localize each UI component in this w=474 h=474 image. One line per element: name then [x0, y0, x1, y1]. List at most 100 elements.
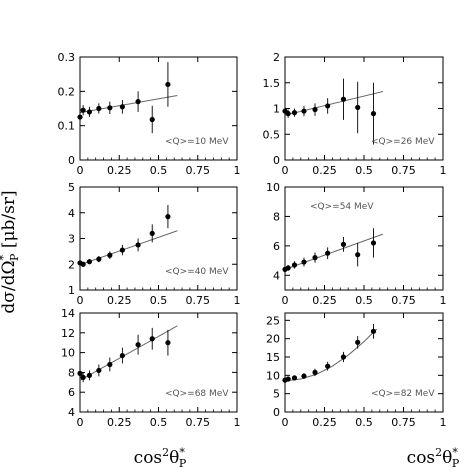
- y-tick-label: 8: [273, 210, 280, 223]
- data-point: [340, 96, 347, 102]
- x-tick-label: 0.5: [355, 294, 373, 307]
- x-tick-label: 1: [440, 164, 447, 177]
- y-tick-label: 8: [68, 366, 75, 379]
- x-tick-label: 0.25: [107, 164, 132, 177]
- y-tick-label: 6: [68, 386, 75, 399]
- energy-annotation: <Q>=26 MeV: [371, 137, 435, 147]
- y-tick-label: 10: [266, 181, 280, 194]
- data-point: [291, 262, 298, 268]
- fit-curve: [79, 325, 178, 381]
- x-tick-label: 0.25: [107, 416, 132, 429]
- y-tick-label: 4: [68, 406, 75, 419]
- x-tick-label: 0: [77, 294, 84, 307]
- data-point: [301, 259, 307, 265]
- fit-curve: [79, 230, 178, 266]
- data-point: [96, 256, 102, 262]
- panel: 0 0.25 0.5 0.75 1 1 2 3 4 5 <Q>=40 MeV: [68, 181, 241, 307]
- data-point: [80, 374, 86, 380]
- data-point: [325, 103, 331, 109]
- data-point: [355, 252, 361, 258]
- x-tick-label: 0.5: [150, 164, 168, 177]
- y-tick-label: 5: [68, 181, 75, 194]
- y-tick-label: 4: [68, 207, 75, 220]
- data-point: [80, 107, 86, 113]
- y-tick-label: 14: [61, 307, 75, 320]
- data-point: [285, 111, 291, 117]
- y-tick-label: 6: [273, 240, 280, 253]
- x-tick-label: 0.25: [312, 164, 337, 177]
- x-tick-label: 0.5: [150, 416, 168, 429]
- data-point: [86, 109, 93, 115]
- data-point: [107, 105, 113, 111]
- data-point: [312, 106, 318, 113]
- data-point: [119, 352, 125, 359]
- data-point: [135, 99, 141, 105]
- data-point: [340, 354, 347, 360]
- x-tick-label: 0.75: [391, 416, 416, 429]
- x-tick-label: 0.5: [355, 164, 373, 177]
- y-tick-label: 0: [68, 154, 75, 167]
- data-point: [312, 369, 318, 375]
- y-tick-label: 2: [273, 51, 280, 64]
- x-tick-label: 1: [440, 416, 447, 429]
- x-tick-label: 0.25: [107, 294, 132, 307]
- y-tick-label: 0.5: [263, 128, 281, 141]
- panel: 0 0.25 0.5 0.75 1 0 0.1 0.2 0.3 <Q>=10 MeV: [58, 51, 241, 177]
- x-tick-label: 0.75: [186, 164, 211, 177]
- data-point: [325, 250, 331, 256]
- x-tick-label: 1: [234, 416, 241, 429]
- y-tick-label: 10: [266, 369, 280, 382]
- x-tick-label: 0: [77, 164, 84, 177]
- data-point: [355, 339, 361, 345]
- x-tick-label: 0: [282, 164, 289, 177]
- x-tick-label: 0: [77, 416, 84, 429]
- data-point: [370, 328, 377, 334]
- data-point: [285, 265, 291, 271]
- data-point: [301, 373, 307, 379]
- y-tick-label: 25: [266, 314, 280, 327]
- y-tick-label: 0.3: [58, 51, 76, 64]
- x-tick-label: 0.25: [312, 416, 337, 429]
- x-tick-label: 0.75: [186, 416, 211, 429]
- data-point: [291, 375, 298, 381]
- x-tick-label: 0.75: [186, 294, 211, 307]
- x-tick-label: 1: [440, 294, 447, 307]
- data-point: [119, 247, 125, 253]
- data-point: [96, 367, 102, 374]
- data-point: [165, 340, 171, 346]
- y-tick-label: 12: [61, 327, 75, 340]
- fit-curve: [284, 328, 377, 382]
- x-tick-label: 0: [282, 416, 289, 429]
- fit-curve: [284, 91, 384, 116]
- data-point: [325, 363, 331, 369]
- data-point: [77, 370, 83, 376]
- y-tick-label: 0.1: [58, 120, 76, 133]
- y-tick-label: 1: [68, 284, 75, 297]
- data-point: [291, 110, 298, 116]
- data-point: [285, 376, 291, 382]
- data-point: [301, 108, 307, 114]
- data-point: [165, 81, 171, 88]
- energy-annotation: <Q>=10 MeV: [165, 137, 229, 147]
- data-point: [370, 111, 377, 117]
- x-axis-label-right: cos2θ* P: [407, 446, 460, 470]
- x-tick-label: 0.75: [391, 164, 416, 177]
- x-tick-label: 0.25: [312, 294, 337, 307]
- data-point: [107, 252, 113, 258]
- y-tick-label: 0.2: [58, 85, 76, 98]
- y-tick-label: 5: [273, 388, 280, 401]
- y-tick-label: 1.5: [263, 77, 281, 90]
- y-tick-label: 10: [61, 347, 75, 360]
- x-tick-label: 1: [234, 294, 241, 307]
- x-tick-label: 0.5: [355, 416, 373, 429]
- y-tick-label: 2: [68, 258, 75, 271]
- data-point: [80, 261, 86, 267]
- fit-curve: [79, 94, 178, 114]
- y-tick-label: 15: [266, 351, 280, 364]
- data-point: [107, 361, 113, 368]
- energy-annotation: <Q>=40 MeV: [165, 267, 229, 277]
- y-tick-label: 20: [266, 333, 280, 346]
